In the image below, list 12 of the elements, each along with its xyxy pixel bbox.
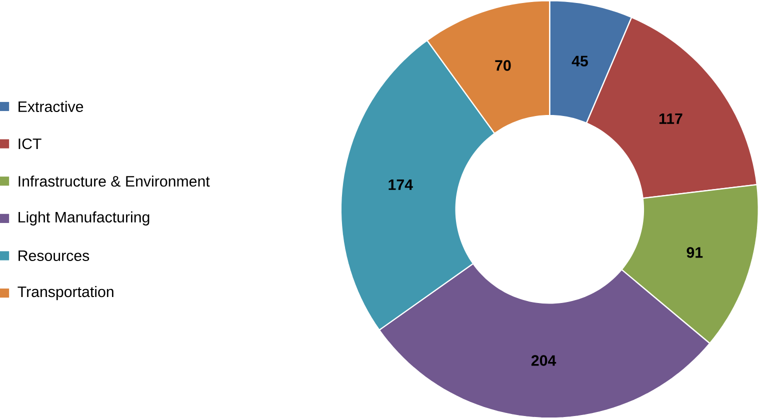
data-label: 117 [659, 114, 682, 124]
data-label: 174 [388, 180, 413, 190]
legend-label: Extractive [18, 101, 84, 112]
data-label: 91 [686, 247, 703, 258]
data-label: 70 [495, 60, 511, 71]
legend-label: ICT [18, 138, 42, 150]
legend-label: Resources [18, 250, 90, 262]
legend-label: Infrastructure & Environment [18, 176, 210, 187]
data-label: 204 [531, 355, 556, 366]
legend-label: Light Manufacturing [18, 212, 150, 226]
data-label: 45 [572, 56, 588, 67]
legend-label: Transportation [18, 286, 114, 300]
